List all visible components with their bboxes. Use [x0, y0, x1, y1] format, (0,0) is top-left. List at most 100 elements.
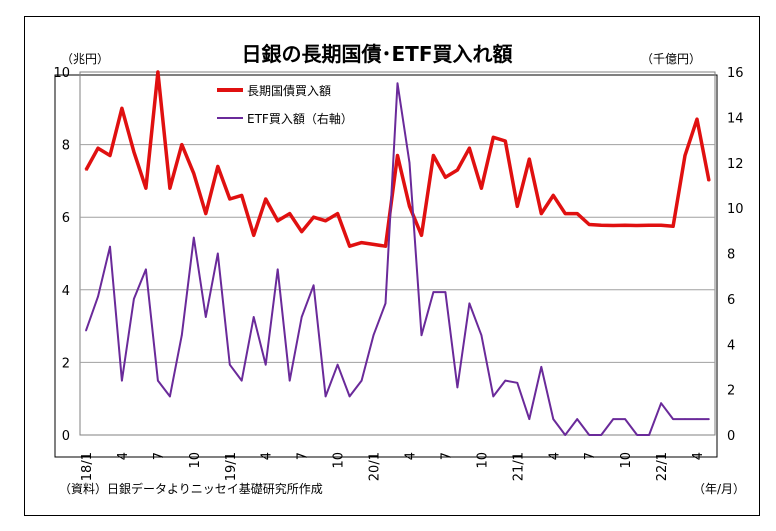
data-point-etf — [348, 395, 351, 398]
right-axis-tick-label: 2 — [727, 384, 735, 399]
axes: 0 2 4 6 8 10 0 2 4 6 8 10 12 14 16 18/1 4 7 10 19/1 4 7 10 20/1… — [53, 66, 743, 481]
data-point-etf — [516, 382, 519, 384]
x-axis-unit: （年/月） — [693, 482, 745, 496]
data-point-etf — [552, 418, 555, 420]
data-point-jgb — [588, 223, 590, 226]
data-point-jgb — [492, 136, 495, 139]
x-axis-tick-label: 20/1 — [368, 452, 383, 481]
data-point-etf — [372, 334, 375, 337]
data-point-jgb — [169, 187, 171, 189]
data-point-etf — [276, 268, 279, 271]
right-axis-tick-label: 14 — [727, 111, 744, 126]
series-line-etf — [85, 82, 709, 436]
data-point-jgb — [312, 216, 315, 218]
x-axis-tick-label: 7 — [439, 452, 454, 460]
data-point-jgb — [121, 107, 123, 110]
data-point-etf — [145, 268, 147, 271]
data-point-jgb — [324, 220, 327, 222]
data-point-etf — [408, 162, 411, 164]
data-point-jgb — [684, 154, 686, 157]
right-axis-tick-label: 0 — [727, 429, 735, 444]
left-axis-unit: （兆円） — [61, 52, 109, 66]
data-point-etf — [636, 434, 638, 436]
data-point-etf — [288, 379, 291, 382]
chart-frame: 日銀の長期国債･ETF買入れ額 （兆円） （千億円） （資料）日銀データよりニッ… — [24, 16, 760, 516]
right-axis-unit: （千億円） — [641, 52, 701, 66]
data-point-jgb — [432, 154, 435, 157]
data-point-jgb — [396, 154, 399, 157]
data-point-jgb — [480, 187, 483, 189]
data-point-jgb — [600, 224, 602, 226]
data-point-etf — [576, 418, 578, 420]
chart-svg: 日銀の長期国債･ETF買入れ額 （兆円） （千億円） （資料）日銀データよりニッ… — [53, 42, 745, 496]
left-axis-tick-label: 0 — [62, 429, 70, 444]
data-point-jgb — [252, 234, 255, 237]
data-point-jgb — [181, 143, 183, 146]
data-point-etf — [480, 334, 483, 337]
x-axis-tick-label: 7 — [583, 452, 598, 460]
data-point-etf — [564, 434, 566, 436]
x-axis-tick-label: 21/1 — [511, 452, 526, 481]
data-point-etf — [300, 316, 303, 318]
right-axis-tick-label: 10 — [727, 202, 744, 217]
legend: 長期国債買入額 ETF買入額（右軸） — [217, 83, 353, 126]
data-point-jgb — [240, 194, 243, 197]
data-point-etf — [193, 236, 195, 239]
x-axis-tick-label: 4 — [403, 452, 418, 460]
data-point-etf — [684, 418, 686, 420]
data-point-jgb — [145, 187, 147, 189]
data-point-jgb — [336, 212, 339, 215]
data-point-etf — [252, 316, 255, 318]
data-point-etf — [85, 329, 87, 332]
x-axis-tick-label: 22/1 — [655, 452, 670, 481]
data-point-jgb — [636, 224, 638, 227]
data-point-etf — [588, 434, 590, 436]
right-axis-tick-label: 4 — [727, 338, 735, 353]
right-axis-tick-label: 8 — [727, 248, 735, 263]
right-axis-tick-label: 12 — [727, 157, 744, 172]
left-axis-tick-label: 8 — [62, 139, 70, 154]
data-point-jgb — [540, 212, 543, 215]
data-point-etf — [624, 418, 626, 420]
data-point-etf — [157, 379, 159, 382]
data-point-jgb — [648, 224, 650, 226]
data-point-jgb — [229, 198, 231, 200]
legend-label-etf: ETF買入額（右軸） — [247, 111, 353, 126]
data-point-etf — [456, 386, 459, 389]
data-point-etf — [264, 363, 267, 366]
data-point-etf — [205, 316, 207, 318]
data-point-jgb — [348, 245, 351, 247]
source-note: （資料）日銀データよりニッセイ基礎研究所作成 — [59, 481, 323, 496]
data-point-etf — [169, 395, 171, 398]
data-point-jgb — [564, 212, 566, 215]
x-axis-tick-label: 4 — [691, 452, 706, 460]
x-axis-tick-label: 10 — [475, 452, 490, 469]
x-axis-tick-label: 7 — [296, 452, 311, 460]
x-axis-tick-label: 18/1 — [80, 452, 95, 481]
plot-area-border — [79, 71, 716, 436]
data-point-etf — [492, 395, 495, 398]
data-point-jgb — [420, 234, 423, 237]
data-point-etf — [660, 402, 662, 405]
x-axis-tick-label: 10 — [188, 452, 203, 469]
data-point-etf — [384, 302, 387, 305]
x-axis-tick-label: 10 — [619, 452, 634, 469]
data-point-jgb — [408, 205, 411, 208]
data-point-jgb — [696, 118, 698, 120]
data-point-etf — [540, 366, 543, 368]
x-axis-tick-label: 19/1 — [224, 452, 239, 481]
data-point-jgb — [516, 205, 519, 208]
data-point-etf — [420, 334, 423, 337]
data-point-jgb — [468, 147, 471, 149]
data-point-jgb — [300, 230, 303, 233]
left-axis-tick-label: 2 — [62, 356, 70, 371]
data-point-etf — [612, 418, 614, 420]
data-point-etf — [312, 284, 315, 287]
data-point-etf — [708, 418, 710, 420]
data-point-jgb — [444, 176, 447, 179]
left-axis-tick-label: 4 — [62, 284, 70, 299]
data-point-jgb — [360, 241, 363, 244]
right-axis-tick-label: 6 — [727, 293, 735, 308]
data-point-jgb — [576, 212, 578, 215]
legend-label-jgb: 長期国債買入額 — [247, 83, 331, 98]
